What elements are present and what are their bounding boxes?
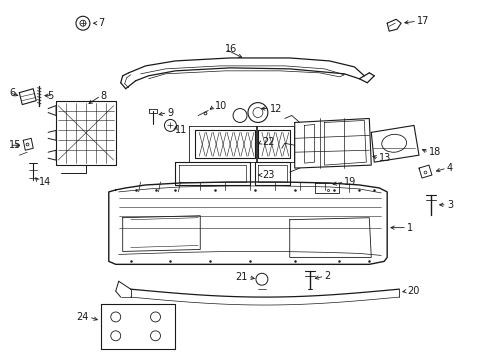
Text: 15: 15: [9, 140, 22, 150]
Text: 20: 20: [407, 286, 419, 296]
Text: 12: 12: [270, 104, 282, 113]
Text: 19: 19: [344, 177, 357, 187]
Text: 21: 21: [236, 272, 248, 282]
Text: 1: 1: [407, 222, 413, 233]
Text: 8: 8: [101, 91, 107, 101]
Text: 5: 5: [47, 91, 53, 101]
Text: 9: 9: [168, 108, 173, 117]
Text: 24: 24: [76, 312, 89, 322]
Text: 11: 11: [175, 125, 188, 135]
Text: 10: 10: [215, 100, 227, 111]
Text: 18: 18: [429, 147, 441, 157]
Text: 23: 23: [262, 170, 274, 180]
Text: 7: 7: [98, 18, 104, 28]
Text: 13: 13: [379, 153, 392, 163]
Text: 14: 14: [39, 177, 51, 187]
Text: 4: 4: [447, 163, 453, 173]
Text: 16: 16: [225, 44, 237, 54]
Text: 2: 2: [324, 271, 331, 281]
Text: 17: 17: [417, 16, 429, 26]
Text: 22: 22: [262, 137, 274, 147]
Text: 6: 6: [9, 88, 16, 98]
Text: 3: 3: [447, 200, 453, 210]
